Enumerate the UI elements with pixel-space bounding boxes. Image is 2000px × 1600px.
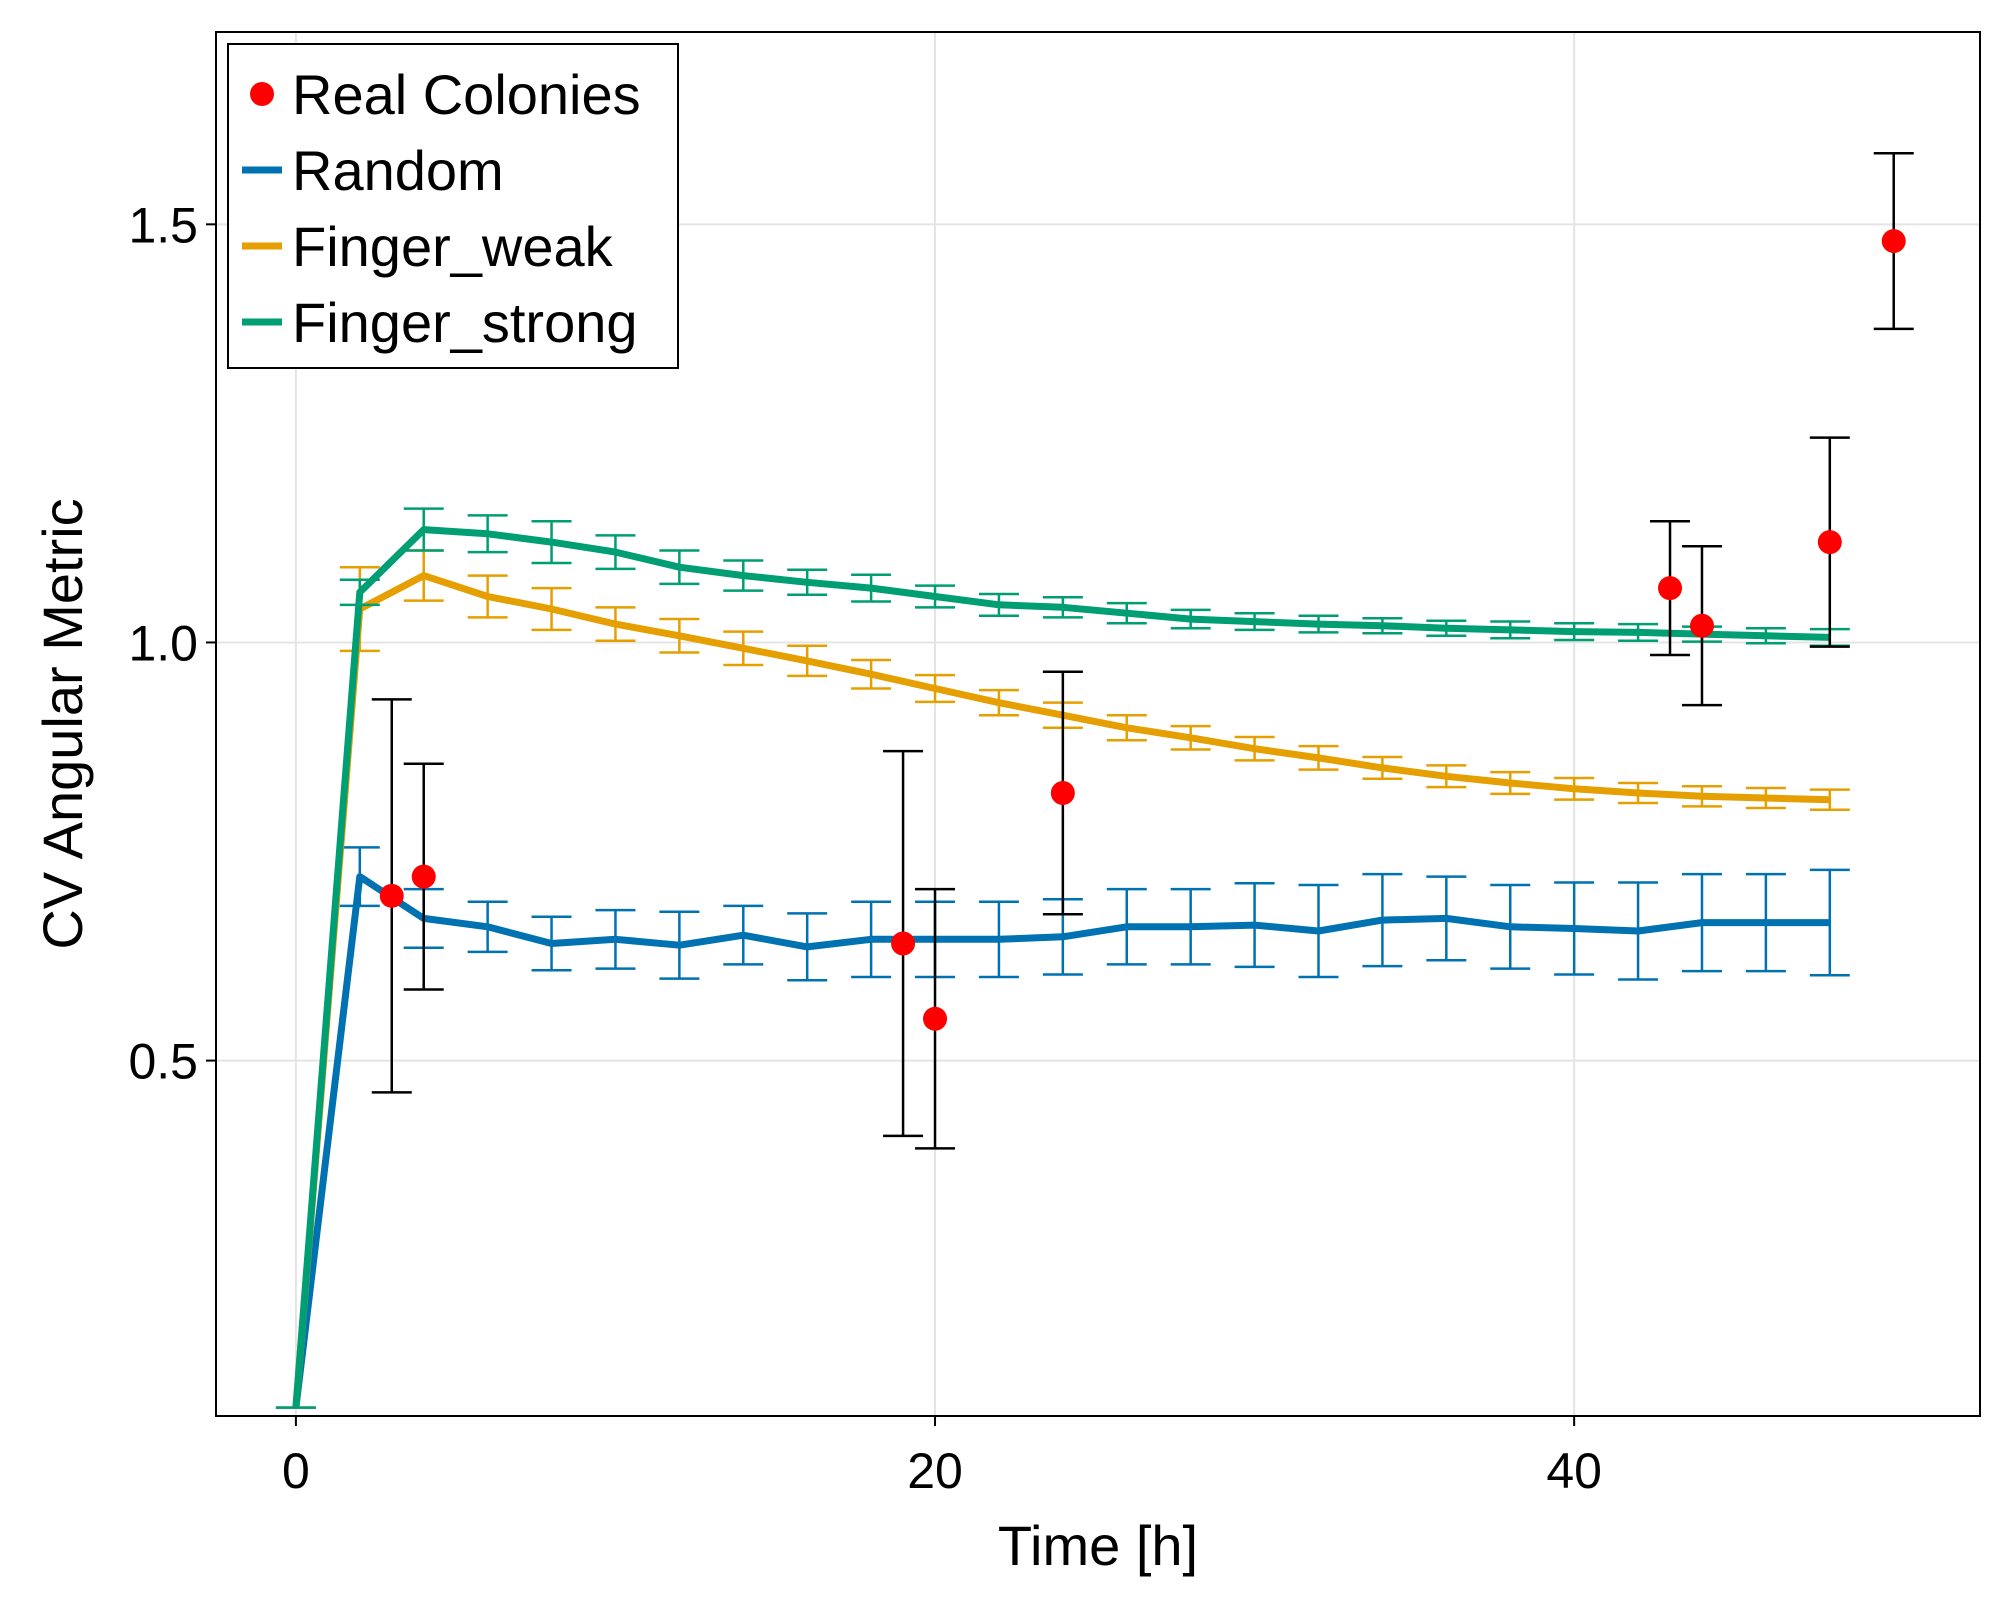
series-real-colonies [371,152,1914,1150]
legend-label: Random [292,139,504,202]
real-colony-point [923,1006,948,1031]
real-colony-point [1817,530,1842,555]
y-axis-label: CV Angular Metric [31,498,94,949]
y-tick-label: 1.0 [128,615,198,671]
x-axis-label: Time [h] [998,1514,1198,1577]
y-tick-label: 0.5 [128,1034,198,1090]
y-tick-label: 1.5 [128,197,198,253]
series-finger-strong [275,507,1850,1409]
series-line [292,526,1830,1408]
x-tick-label: 40 [1546,1443,1602,1499]
plot-frame [215,31,1981,1417]
points-layer [371,152,1914,1150]
legend-label: Finger_strong [292,291,638,354]
real-colony-point [1658,576,1683,601]
real-colony-point [1689,613,1714,638]
legend-label: Real Colonies [292,63,641,126]
real-colony-point [411,864,436,889]
ticks: 0 20 40 0.5 1.0 1.5 [128,197,1601,1499]
legend-box [227,43,679,369]
series-line [292,873,1830,1409]
legend-label: Finger_weak [292,215,614,278]
legend: Real Colonies Random Finger_weak Finger_str… [227,43,679,369]
real-colony-point [379,883,404,908]
real-colony-point [1881,229,1906,254]
real-colony-point [891,931,916,956]
real-colony-point [1050,780,1075,805]
x-tick-label: 20 [907,1443,963,1499]
x-tick-label: 0 [282,1443,310,1499]
legend-marker [250,82,274,106]
